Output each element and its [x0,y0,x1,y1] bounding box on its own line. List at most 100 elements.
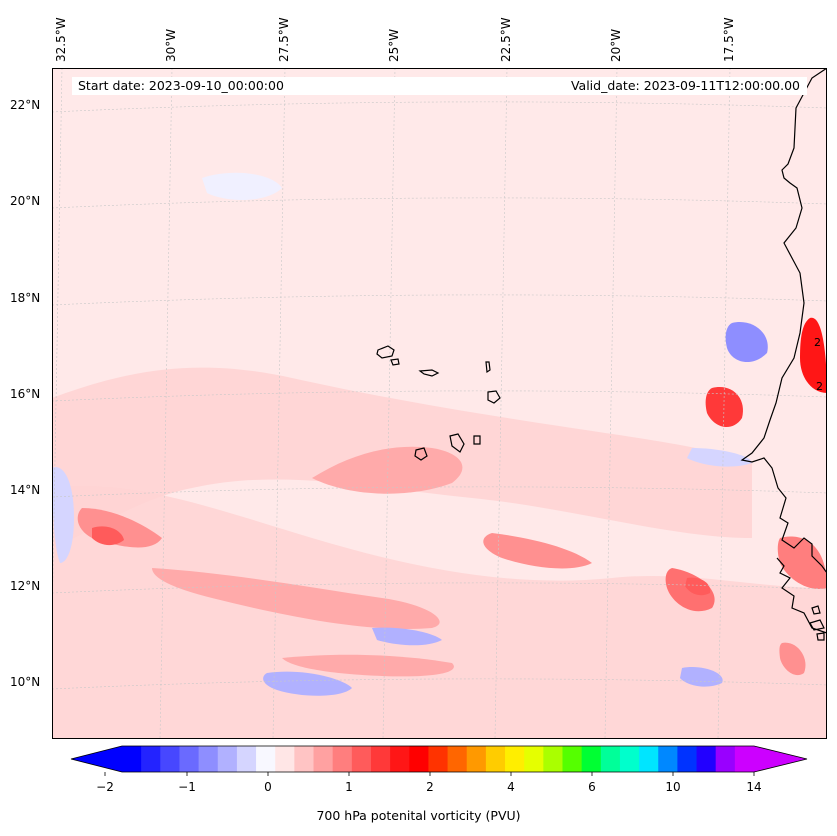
island-fogo [414,447,428,461]
colorbar-tick-label: 14 [746,780,762,794]
colorbar-swatch [600,746,621,772]
colorbar-swatch [122,746,142,772]
latitude-label: 18°N [10,291,41,305]
island-boa-vista [487,390,501,404]
contour-label: 2 [816,380,823,393]
colorbar-swatch [141,746,161,772]
colorbar-swatch [447,746,468,772]
colorbar-swatch [294,746,315,772]
colorbar-swatch [370,746,391,772]
colorbar-swatch [581,746,602,772]
bijagos-2 [811,605,821,615]
colorbar-tick-label: −1 [178,780,196,794]
colorbar-tick-label: 2 [426,780,434,794]
graticule-lines [52,68,827,739]
valid-date-text: Valid_date: 2023-09-11T12:00:00.00 [570,78,800,93]
island-santiago [449,433,465,453]
island-sal [485,361,491,374]
colorbar-tick-label: 6 [588,780,596,794]
longitude-label: 22.5°W [499,17,513,62]
colorbar-swatch [332,746,353,772]
colorbar-swatch [524,746,544,772]
colorbar-extend-high [754,746,807,772]
colorbar-swatch [390,746,410,772]
colorbar-swatch [696,746,717,772]
colorbar-swatch [160,746,180,772]
africa-coast [740,68,827,574]
pv-cell-pos-strong-3 [92,526,124,546]
latitude-label: 14°N [10,483,41,497]
island-sao-nicolau [418,369,440,377]
longitude-label: 20°W [609,28,623,62]
colorbar-swatch [639,746,659,772]
pv-cell-pos-strong-5 [777,536,827,589]
colorbar-swatch [351,746,372,772]
pv-cell-neg-4 [202,172,282,200]
colorbar-swatch [198,746,219,772]
contour-label: 2 [814,336,821,349]
pv-cell-pos-strong-4 [685,577,711,596]
colorbar-swatch [619,746,640,772]
date-info-bar: Start date: 2023-09-10_00:00:00 Valid_da… [72,77,807,95]
longitude-label: 17.5°W [722,17,736,62]
bijagos-1 [809,619,825,631]
colorbar-tick-label: 10 [665,780,681,794]
latitude-label: 12°N [10,579,41,593]
pv-field-contours [52,172,827,739]
colorbar [70,745,808,776]
pv-cell-pos-6 [779,642,806,676]
colorbar-swatch [715,746,736,772]
pv-cell-neg-5 [725,322,768,363]
pv-band-medium [312,446,463,494]
colorbar-swatch [677,746,698,772]
colorbar-swatch [562,746,583,772]
longitude-label: 27.5°W [277,17,291,62]
pv-band-light-south [52,486,827,739]
colorbar-extend-low [71,746,122,772]
pv-band-medium-3 [152,568,440,629]
colorbar-swatch [256,746,276,772]
pv-cell-pos-strong-1 [705,387,743,428]
colorbar-swatch [505,746,525,772]
latitude-label: 10°N [10,675,41,689]
colorbar-swatch [409,746,429,772]
colorbar-tick-label: −2 [96,780,114,794]
longitude-label: 30°W [164,28,178,62]
colorbar-swatch [428,746,449,772]
map-panel: 2 2 [52,68,827,739]
colorbar-swatch [236,746,257,772]
island-santo-antao [376,345,395,359]
pv-cell-neg-1 [263,671,352,696]
bijagos-3 [816,632,825,641]
island-maio [473,435,481,445]
colorbar-swatch [658,746,678,772]
latitude-label: 22°N [10,98,41,112]
colorbar-swatch [179,746,200,772]
colorbar-tick-label: 4 [507,780,515,794]
pv-band-medium-5 [282,654,454,677]
island-sao-vicente [390,358,400,366]
start-date-text: Start date: 2023-09-10_00:00:00 [78,78,284,93]
map-border [52,68,827,739]
pv-cell-neg-2 [372,627,442,646]
colorbar-swatch [485,746,506,772]
pv-cell-neg-6 [52,467,74,563]
colorbar-outline [70,745,808,773]
colorbar-label: 700 hPa potenital vorticity (PVU) [316,808,521,823]
pv-band-medium-4 [483,533,592,569]
colorbar-swatch [275,746,295,772]
pv-cell-neg-7 [687,448,752,467]
colorbar-swatch [734,746,755,772]
coastline [376,68,827,641]
africa-coast-2 [776,557,827,634]
latitude-label: 16°N [10,387,41,401]
latitude-label: 20°N [10,194,41,208]
pv-cell-pos-strong-2 [800,317,827,393]
colorbar-swatch [217,746,238,772]
colorbar-swatch [313,746,334,772]
colorbar-swatch [543,746,563,772]
colorbar-tick-label: 0 [264,780,272,794]
pv-map: 2 2 [52,68,827,739]
longitude-label: 25°W [387,28,401,62]
colorbar-tick-label: 1 [345,780,353,794]
